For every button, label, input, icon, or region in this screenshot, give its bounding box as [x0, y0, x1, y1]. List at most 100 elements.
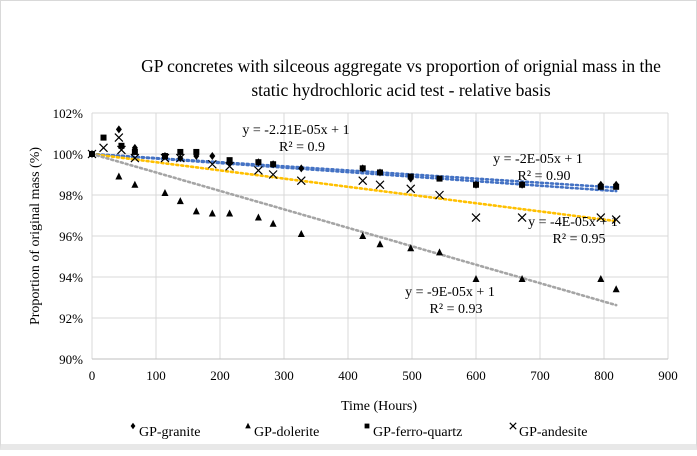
- x-mark: [114, 133, 124, 143]
- data-point-gp-andesite: [160, 153, 170, 163]
- data-point-gp-andesite: [268, 170, 278, 179]
- data-point-gp-ferro-quartz: [226, 157, 233, 164]
- data-point-gp-dolerite: [597, 275, 605, 283]
- data-point-gp-dolerite: [376, 240, 384, 248]
- x-mark: [117, 145, 126, 155]
- y-tick-label: 100%: [53, 147, 84, 162]
- legend-marker-icon: [364, 423, 370, 429]
- data-point-gp-ferro-quartz: [177, 148, 184, 155]
- trendline-equation: y = -2E-05x + 1: [493, 152, 583, 167]
- data-point-gp-dolerite: [472, 275, 480, 283]
- legend-item-gp-andesite: GP-andesite: [509, 422, 587, 440]
- legend-label: GP-dolerite: [254, 425, 319, 440]
- trendline-r2: R² = 0.90: [518, 169, 571, 184]
- data-point-gp-dolerite: [518, 275, 526, 283]
- data-point-gp-andesite: [130, 153, 140, 163]
- x-mark: [611, 215, 621, 225]
- data-point-gp-dolerite: [131, 180, 139, 188]
- data-point-gp-andesite: [225, 161, 235, 171]
- x-mark: [253, 165, 263, 175]
- data-point-gp-dolerite: [161, 188, 169, 196]
- x-mark: [160, 153, 170, 163]
- data-point-gp-ferro-quartz: [597, 183, 604, 190]
- data-point-gp-ferro-quartz: [270, 161, 277, 168]
- x-mark: [471, 213, 481, 222]
- legend-marker-icon: [130, 422, 136, 430]
- data-point-gp-andesite: [207, 159, 217, 169]
- x-mark: [207, 159, 217, 169]
- data-point-gp-dolerite: [612, 285, 620, 293]
- data-point-gp-dolerite: [208, 209, 216, 217]
- legend-marker-icon: [245, 422, 251, 429]
- x-mark: [175, 153, 185, 163]
- trendline-r2: R² = 0.93: [430, 302, 483, 317]
- data-point-gp-dolerite: [407, 244, 415, 252]
- data-point-gp-andesite: [99, 143, 108, 153]
- legend: GP-granite GP-dolerite GP-ferro-quartz GP-a…: [130, 422, 587, 440]
- data-point-gp-ferro-quartz: [436, 175, 443, 182]
- data-point-gp-dolerite: [436, 248, 444, 256]
- data-point-gp-andesite: [87, 149, 97, 159]
- x-mark: [596, 213, 606, 222]
- data-point-gp-ferro-quartz: [407, 173, 414, 180]
- chart-title-line-2: static hydrochloric acid test - relative…: [251, 80, 551, 100]
- data-point-gp-andesite: [435, 190, 444, 200]
- y-tick-label: 102%: [53, 106, 84, 121]
- data-point-gp-dolerite: [359, 232, 367, 239]
- data-point-gp-andesite: [471, 213, 481, 222]
- x-mark: [99, 143, 108, 153]
- data-point-gp-granite: [298, 164, 305, 173]
- legend-label: GP-andesite: [519, 425, 587, 440]
- trendline: [90, 152, 618, 223]
- y-tick-label: 94%: [59, 270, 83, 285]
- y-axis-title: Proportion of original mass (%): [28, 147, 43, 325]
- y-tick-label: 96%: [59, 229, 83, 244]
- data-point-gp-dolerite: [254, 213, 262, 221]
- data-point-gp-andesite: [296, 176, 306, 186]
- data-point-gp-dolerite: [226, 209, 234, 217]
- legend-item-gp-ferro-quartz: GP-ferro-quartz: [364, 423, 462, 440]
- data-point-gp-andesite: [375, 180, 385, 190]
- legend-item-gp-granite: GP-granite: [130, 422, 200, 440]
- x-tick-label: 500: [402, 368, 422, 383]
- data-point-gp-granite: [209, 152, 216, 161]
- data-point-gp-andesite: [406, 184, 416, 194]
- trendline-r2: R² = 0.95: [553, 232, 606, 247]
- data-point-gp-andesite: [175, 153, 185, 163]
- data-point-gp-andesite: [611, 215, 621, 225]
- data-point-gp-ferro-quartz: [473, 181, 479, 188]
- x-mark: [435, 190, 444, 200]
- data-point-gp-ferro-quartz: [118, 142, 125, 149]
- legend-label: GP-ferro-quartz: [373, 425, 462, 440]
- data-point-gp-dolerite: [192, 207, 200, 215]
- data-point-gp-ferro-quartz: [359, 165, 366, 172]
- y-tick-label: 90%: [59, 352, 83, 367]
- trendlines: y = -2.21E-05x + 1 R² = 0.9 y = -2E-05x + …: [90, 123, 618, 317]
- trendline: [90, 152, 618, 307]
- x-axis-title: Time (Hours): [341, 399, 417, 414]
- tick-labels: 0 100 200 300 400 500 600 700 800 900 90% 92% 94% 96%…: [53, 106, 678, 383]
- legend-label: GP-granite: [139, 425, 200, 440]
- x-tick-label: 100: [146, 368, 166, 383]
- data-point-gp-ferro-quartz: [613, 183, 620, 190]
- data-point-gp-dolerite: [115, 172, 123, 180]
- data-point-gp-dolerite: [269, 219, 277, 227]
- data-point-gp-andesite: [117, 145, 126, 155]
- data-point-gp-ferro-quartz: [161, 153, 168, 160]
- data-point-gp-dolerite: [297, 229, 305, 237]
- x-mark: [225, 161, 235, 171]
- data-point-gp-ferro-quartz: [519, 181, 526, 188]
- data-point-gp-ferro-quartz: [131, 148, 138, 155]
- data-point-gp-andesite: [253, 165, 263, 175]
- trendline-equation: y = -9E-05x + 1: [405, 285, 495, 300]
- legend-marker-icon: [509, 422, 517, 430]
- data-point-gp-andesite: [114, 133, 124, 143]
- data-point-gp-granite: [115, 125, 122, 134]
- chart-title-line-1: GP concretes with silceous aggregate vs …: [141, 56, 661, 76]
- x-mark: [130, 153, 140, 163]
- trendline-r2: R² = 0.9: [279, 140, 325, 155]
- x-tick-label: 400: [338, 368, 358, 383]
- x-tick-label: 900: [658, 368, 678, 383]
